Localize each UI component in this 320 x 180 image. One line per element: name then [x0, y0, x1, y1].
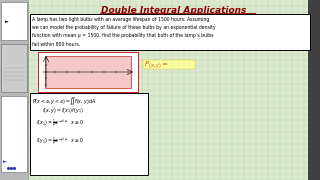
- Bar: [143, 60, 195, 69]
- Text: fail within 800 hours.: fail within 800 hours.: [32, 42, 80, 47]
- Text: $f(x,y) = f(x_1)f(y_1)$: $f(x,y) = f(x_1)f(y_1)$: [42, 106, 84, 115]
- Bar: [30, 93, 148, 175]
- Bar: [38, 52, 138, 92]
- Text: $f(y_1) = \frac{1}{\mu} e^{-y/\mu} \quad x \geq 0$: $f(y_1) = \frac{1}{\mu} e^{-y/\mu} \quad…: [36, 136, 84, 148]
- Text: Double Integral Applications: Double Integral Applications: [101, 6, 247, 15]
- Text: $P(x < a, y < a) = \iint\! f(x,y)\,dA$: $P(x < a, y < a) = \iint\! f(x,y)\,dA$: [32, 96, 97, 107]
- Bar: [1, 44, 27, 92]
- Text: function with mean μ = 1500, find the probability that both of the lamp’s bulbs: function with mean μ = 1500, find the pr…: [32, 33, 213, 38]
- Bar: [1, 2, 27, 40]
- Bar: [30, 14, 310, 50]
- Text: A lamp has two light bulbs with an average lifespan of 1500 hours. Assuming: A lamp has two light bulbs with an avera…: [32, 17, 209, 22]
- Text: ►: ►: [3, 159, 7, 165]
- Text: $f(x_1) = \frac{1}{\mu} e^{-x/\mu} \quad x \geq 0$: $f(x_1) = \frac{1}{\mu} e^{-x/\mu} \quad…: [36, 118, 84, 130]
- Bar: [0, 0, 28, 180]
- Text: ►: ►: [5, 19, 9, 24]
- Text: we can model the probability of failure of these bulbs by an exponential density: we can model the probability of failure …: [32, 25, 216, 30]
- Bar: [308, 0, 320, 180]
- Bar: [45, 56, 131, 88]
- Text: $P_{(x,y)} =$: $P_{(x,y)} =$: [144, 60, 169, 70]
- Bar: [1, 96, 27, 172]
